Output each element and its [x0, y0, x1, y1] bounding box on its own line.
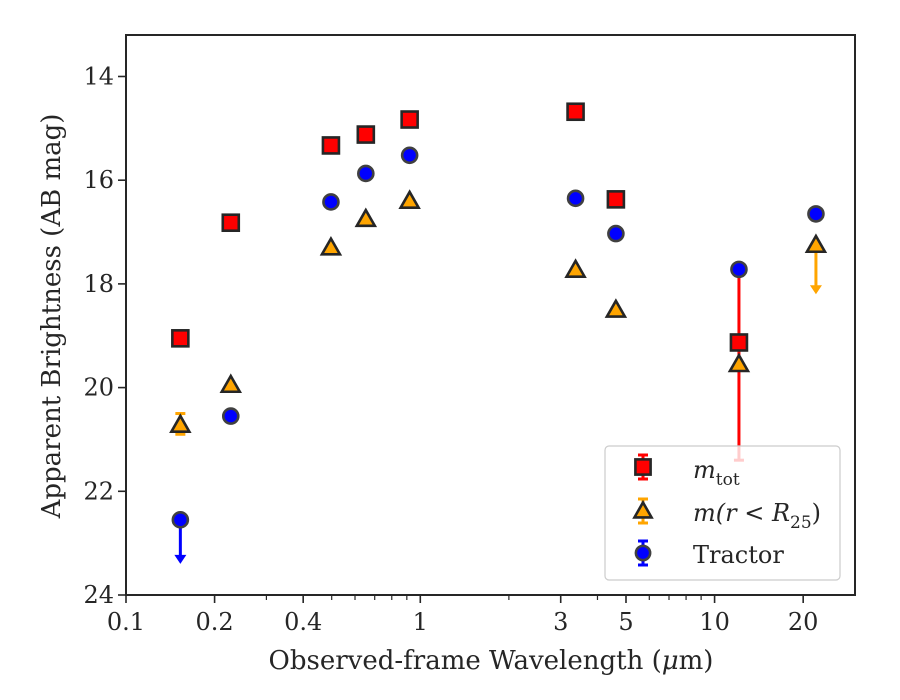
point-mr25-3 [354, 207, 378, 228]
y-axis-label: Apparent Brightness (AB mag) [37, 114, 67, 520]
x-tick-label-3: 1 [413, 608, 428, 636]
legend-label-mtot: mtot [693, 456, 740, 490]
legend-label-tractor: Tractor [693, 541, 784, 569]
x-tick-label-5: 5 [618, 608, 633, 636]
y-tick-label-1: 16 [83, 166, 114, 194]
point-mr25-2 [319, 235, 343, 256]
point-mtot-2 [321, 136, 341, 155]
y-tick-label-2: 18 [83, 270, 114, 298]
point-mtot-0 [171, 329, 190, 348]
point-mr25-6 [604, 298, 628, 318]
legend: mtot m(r < R25) Tractor [604, 445, 841, 581]
x-tick-label-6: 10 [699, 608, 730, 636]
legend-frame [604, 445, 841, 581]
point-mr25-8-limit-arrow-head [809, 285, 822, 295]
legend-label-mtot-sub: tot [716, 470, 740, 490]
point-mtot-3 [356, 125, 376, 144]
point-mr25-4 [398, 189, 421, 209]
point-mtot-5 [566, 102, 585, 122]
point-mr25-7 [727, 352, 751, 373]
point-tractor-8 [807, 205, 825, 223]
point-mr25-1 [219, 373, 243, 394]
legend-markers [632, 453, 654, 567]
legend-label-mr25-tail: ) [812, 499, 821, 527]
axes-frame [125, 34, 856, 596]
point-mtot-7 [729, 333, 749, 352]
point-mtot-4 [400, 110, 419, 129]
y-tick-label-0: 14 [83, 62, 114, 90]
point-tractor-2 [322, 193, 340, 211]
legend-label-mr25: m(r < R25) [693, 499, 821, 533]
legend-label-mr25-sub: 25 [790, 513, 812, 533]
y-tick-label-5: 24 [83, 581, 114, 609]
legend-marker-tractor [634, 544, 652, 562]
legend-marker-mtot [634, 458, 652, 476]
point-tractor-0 [171, 511, 190, 529]
point-tractor-7 [730, 260, 748, 279]
point-tractor-3 [357, 164, 375, 183]
legend-marker-mr25 [632, 499, 654, 519]
point-mtot-6 [606, 190, 626, 209]
x-axis-label: Observed-frame Wavelength (μm) [269, 646, 714, 676]
x-axis-label-mu: μ [662, 646, 679, 676]
point-mr25-0 [169, 413, 192, 433]
point-mr25-5 [564, 258, 587, 278]
y-tick-label-4: 22 [83, 477, 114, 505]
legend-label-mr25-main: m(r < R [693, 499, 790, 527]
axes-ticks: 0.1 0.2 0.4 1 3 5 10 20 14 16 18 20 22 24 [83, 34, 856, 636]
y-tick-label-3: 20 [83, 374, 114, 402]
x-tick-label-0: 0.1 [107, 608, 145, 636]
x-tick-label-2: 0.4 [284, 608, 322, 636]
point-tractor-6 [607, 224, 625, 243]
x-tick-label-1: 0.2 [196, 608, 234, 636]
plot-area [169, 102, 828, 564]
point-tractor-5 [566, 189, 585, 208]
point-mr25-8 [804, 233, 828, 254]
point-mtot-1 [221, 213, 241, 233]
legend-label-mtot-main: m [693, 456, 716, 484]
point-tractor-1 [221, 407, 240, 425]
x-axis-label-unit: m) [679, 646, 714, 676]
x-tick-label-4: 3 [553, 608, 568, 636]
point-tractor-0-limit-arrow-head [174, 554, 187, 564]
x-tick-label-7: 20 [788, 608, 819, 636]
point-tractor-4 [400, 146, 419, 165]
x-axis-label-main: Observed-frame Wavelength ( [269, 646, 662, 676]
